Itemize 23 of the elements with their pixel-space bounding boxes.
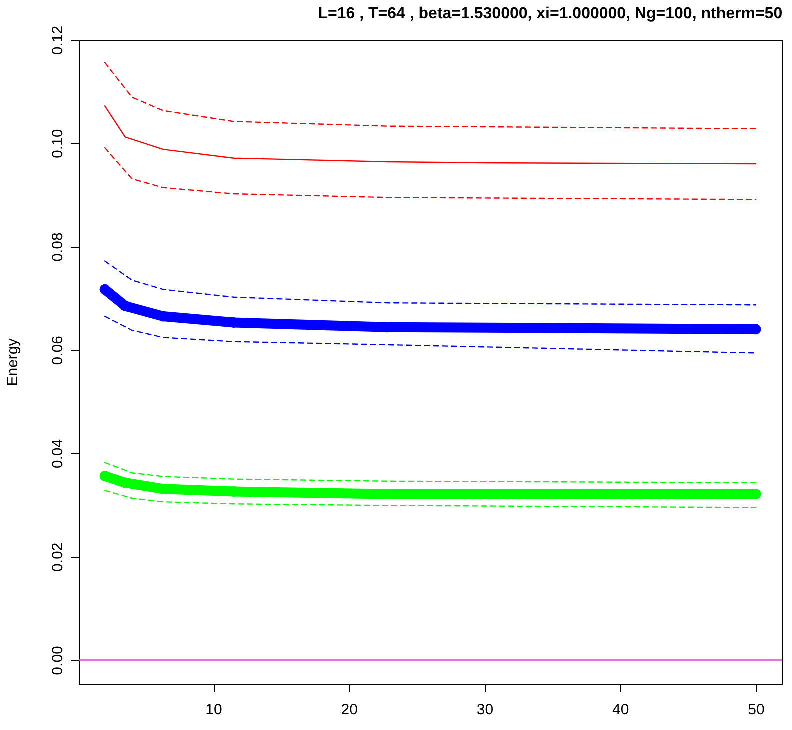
y-tick-label: 0.08: [50, 232, 66, 262]
point: [100, 284, 110, 295]
point: [100, 470, 110, 482]
x-tick-label: 30: [476, 702, 494, 718]
y-tick-label: 0.04: [50, 439, 66, 469]
y-tick-label: 0.00: [50, 646, 66, 676]
line-series: [104, 316, 757, 354]
chart-title: L=16 , T=64 , beta=1.530000, xi=1.000000, Ng=100, ntherm=50: [318, 5, 783, 22]
y-tick-label: 0.12: [50, 26, 66, 56]
x-tick-label: 50: [748, 702, 765, 718]
x-tick-label: 20: [341, 702, 358, 718]
line-series: [104, 62, 757, 130]
line-series: [104, 260, 757, 306]
line-series: [104, 147, 757, 200]
line-series: [104, 106, 757, 165]
y-tick-label: 0.06: [50, 336, 66, 366]
y-axis-title: Energy: [4, 338, 22, 386]
x-tick-label: 10: [206, 702, 222, 718]
line-series: [104, 490, 757, 508]
y-tick-label: 0.02: [50, 542, 66, 572]
line-series: [104, 462, 757, 484]
x-tick-label: 40: [612, 702, 630, 718]
y-tick-label: 0.10: [50, 129, 66, 158]
